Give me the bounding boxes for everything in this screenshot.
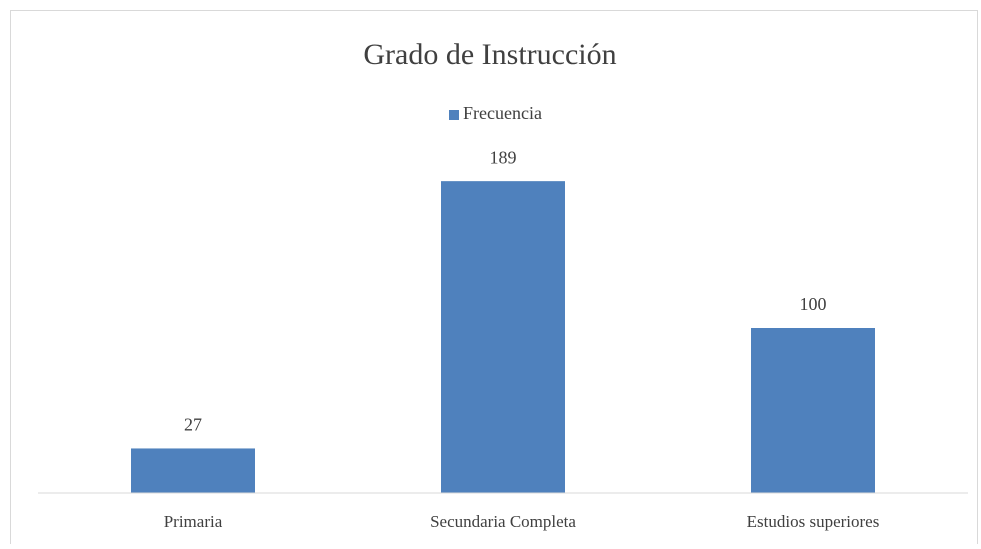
x-tick-label: Secundaria Completa	[430, 512, 576, 531]
legend-swatch	[449, 110, 459, 120]
data-label: 189	[490, 147, 517, 167]
bar	[751, 328, 875, 493]
x-tick-label: Primaria	[164, 512, 223, 531]
legend-label: Frecuencia	[463, 103, 542, 123]
bar	[131, 448, 255, 493]
chart-title: Grado de Instrucción	[363, 38, 616, 71]
data-label: 27	[184, 415, 202, 435]
data-label: 100	[800, 294, 827, 314]
x-tick-label: Estudios superiores	[747, 512, 880, 531]
bar	[441, 181, 565, 493]
